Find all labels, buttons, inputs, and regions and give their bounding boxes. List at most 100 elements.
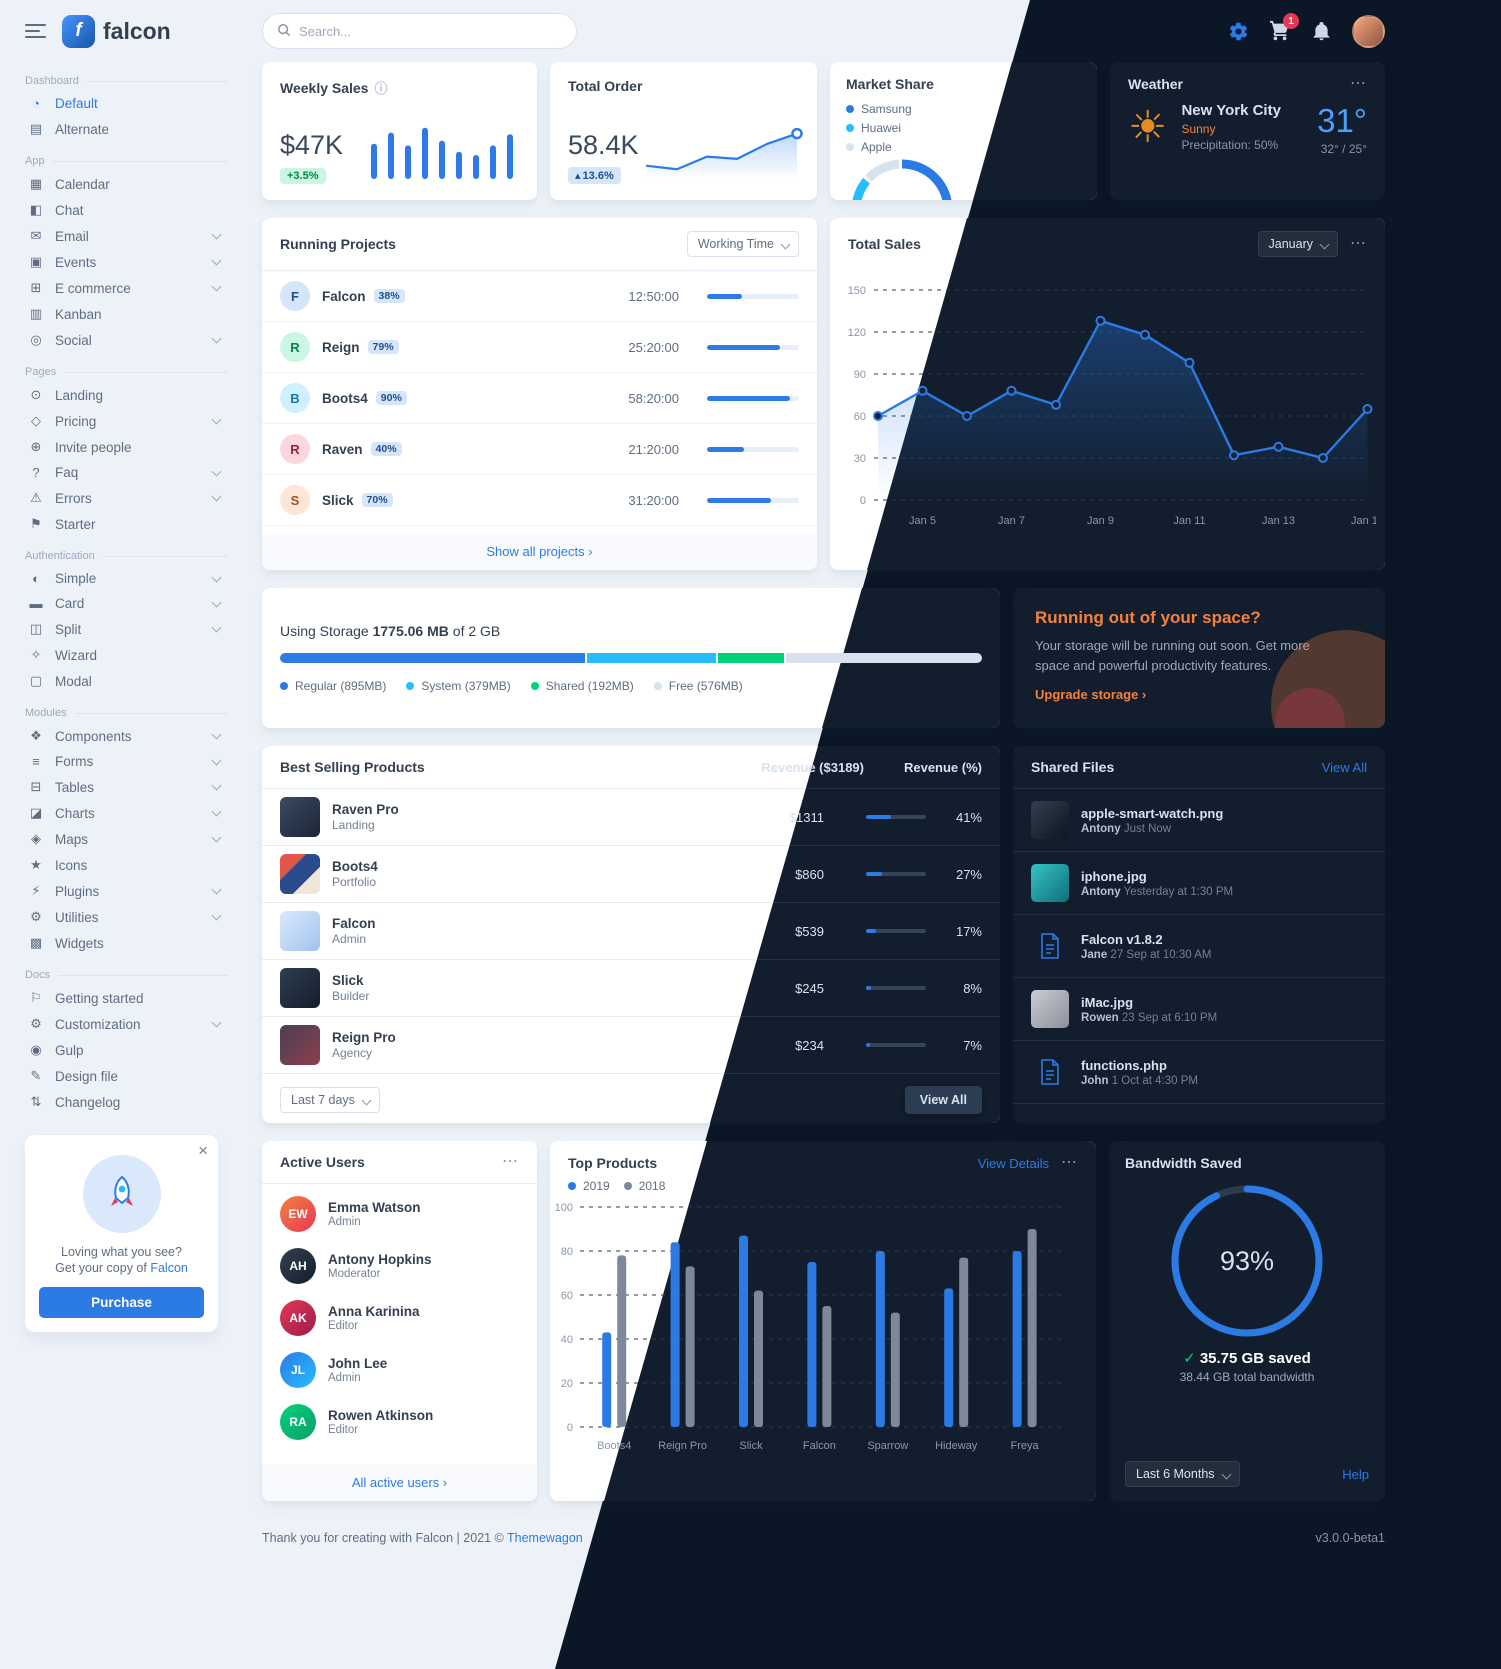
product-row: Reign Pro Agency $234 7% (262, 1017, 1000, 1074)
revenue-pct-column-header: Revenue (%) (903, 759, 982, 775)
project-name[interactable]: Raven 40% (322, 442, 402, 457)
info-icon[interactable]: ⓘ (374, 81, 388, 96)
bandwidth-percent: 93% (1219, 1245, 1275, 1276)
sidebar-item-chat[interactable]: ◧ Chat (25, 197, 228, 223)
view-details-link[interactable]: View Details (977, 1155, 1049, 1171)
cart-icon[interactable]: 1 (1269, 13, 1299, 42)
shared-files-view-all-link[interactable]: View All (1321, 759, 1367, 775)
month-dropdown[interactable]: January (1257, 231, 1338, 257)
user-name[interactable]: Emma Watson (328, 1200, 421, 1215)
sidebar-item-email[interactable]: ✉ Email (25, 223, 228, 249)
last-6-months-dropdown[interactable]: Last 6 Months (1125, 1461, 1240, 1487)
product-name[interactable]: Reign Pro (332, 1030, 396, 1045)
sidebar-item-tables[interactable]: ⊟ Tables (25, 774, 228, 800)
ellipsis-icon[interactable]: ⋯ (1350, 235, 1367, 252)
user-name[interactable]: Rowen Atkinson (328, 1408, 434, 1423)
sidebar-item-card[interactable]: ▬ Card (25, 591, 228, 616)
help-link[interactable]: Help (1342, 1466, 1369, 1482)
sidebar-nav: Dashboard ◔ Default ▤ Alternate App ▦ Calendar ◧… (25, 75, 228, 1115)
purchase-button[interactable]: Purchase (39, 1287, 204, 1318)
view-all-button[interactable]: View All (904, 1086, 982, 1114)
user-avatar: AH (280, 1248, 316, 1284)
sidebar-item-calendar[interactable]: ▦ Calendar (25, 171, 228, 197)
ellipsis-icon[interactable]: ⋯ (502, 1153, 519, 1170)
file-name[interactable]: apple-smart-watch.png (1081, 805, 1224, 821)
menu-toggle-icon[interactable] (25, 22, 46, 40)
sidebar-item-wizard[interactable]: ✧ Wizard (25, 642, 228, 668)
falcon-link[interactable]: Falcon (150, 1261, 188, 1275)
working-time-dropdown[interactable]: Working Time (686, 231, 799, 257)
file-name[interactable]: iphone.jpg (1081, 868, 1147, 884)
sidebar-item-widgets[interactable]: ▩ Widgets (25, 930, 228, 956)
best-selling-rows: Raven Pro Landing $1311 41% Boots4 Portfol… (262, 789, 1000, 1074)
ellipsis-icon[interactable]: ⋯ (1350, 75, 1367, 92)
sidebar-item-getting-started[interactable]: ⚐ Getting started (25, 985, 228, 1011)
sidebar-item-forms[interactable]: ≡ Forms (25, 749, 228, 774)
themewagon-link[interactable]: Themewagon (507, 1531, 583, 1545)
sidebar-item-gulp[interactable]: ◉ Gulp (25, 1037, 228, 1063)
sidebar-item-icons[interactable]: ★ Icons (25, 852, 228, 878)
product-name[interactable]: Falcon (332, 916, 376, 931)
product-name[interactable]: Boots4 (332, 859, 378, 874)
sidebar-item-customization[interactable]: ⚙ Customization (25, 1011, 228, 1037)
user-name[interactable]: John Lee (328, 1356, 388, 1371)
sidebar-item-starter[interactable]: ⚑ Starter (25, 511, 228, 537)
file-name[interactable]: Falcon v1.8.2 (1081, 931, 1163, 947)
sidebar-item-components[interactable]: ❖ Components (25, 723, 228, 749)
project-name[interactable]: Falcon 38% (322, 289, 405, 304)
file-name[interactable]: functions.php (1081, 1057, 1167, 1073)
svg-text:Jan 7: Jan 7 (998, 515, 1025, 527)
sidebar-item-alternate[interactable]: ▤ Alternate (25, 116, 228, 142)
upgrade-storage-link[interactable]: Upgrade storage › (1035, 687, 1147, 702)
weather-high-low: 32° / 25° (1320, 142, 1367, 156)
widgets-icon: ▩ (29, 935, 43, 950)
sidebar-item-pricing[interactable]: ◇ Pricing (25, 408, 228, 434)
user-name[interactable]: Anna Karinina (328, 1304, 420, 1319)
storage-legend: Regular (895MB) System (379MB) Shared (192… (280, 679, 982, 693)
project-name[interactable]: Slick 70% (322, 493, 393, 508)
sidebar-item-charts[interactable]: ◪ Charts (25, 800, 228, 826)
sidebar-item-changelog[interactable]: ⇅ Changelog (25, 1089, 228, 1115)
all-active-users-link[interactable]: All active users › (262, 1464, 537, 1501)
brand-name: falcon (103, 17, 171, 44)
svg-text:80: 80 (561, 1246, 573, 1258)
ellipsis-icon[interactable]: ⋯ (1061, 1154, 1078, 1171)
project-name[interactable]: Reign 79% (322, 340, 399, 355)
product-row: Slick Builder $245 8% (262, 960, 1000, 1017)
sidebar-item-landing[interactable]: ⊙ Landing (25, 382, 228, 408)
market-share-total: 26M (846, 154, 958, 200)
legend-item-2019[interactable]: 2019 (568, 1179, 610, 1193)
user-name[interactable]: Antony Hopkins (328, 1252, 432, 1267)
sidebar-item-default[interactable]: ◔ Default (25, 91, 228, 116)
settings-gear-icon[interactable] (1228, 21, 1249, 42)
close-icon[interactable]: × (198, 1141, 208, 1160)
sidebar-item-utilities[interactable]: ⚙ Utilities (25, 904, 228, 930)
user-avatar[interactable] (1352, 14, 1385, 48)
sidebar-item-maps[interactable]: ◈ Maps (25, 826, 228, 852)
market-share-legend-item: Huawei (846, 121, 1081, 135)
sidebar-item-events[interactable]: ▣ Events (25, 249, 228, 275)
project-name[interactable]: Boots4 90% (322, 391, 407, 406)
sidebar-item-split[interactable]: ◫ Split (25, 616, 228, 642)
file-name[interactable]: iMac.jpg (1081, 994, 1134, 1010)
sidebar-item-plugins[interactable]: ⚡ Plugins (25, 878, 228, 904)
last-7-days-dropdown[interactable]: Last 7 days (280, 1087, 380, 1113)
sidebar-item-social[interactable]: ◎ Social (25, 327, 228, 353)
project-time: 31:20:00 (628, 492, 679, 508)
sidebar-item-e-commerce[interactable]: ⊞ E commerce (25, 275, 228, 301)
product-name[interactable]: Raven Pro (332, 802, 399, 817)
sidebar-item-modal[interactable]: ▢ Modal (25, 668, 228, 694)
legend-item-2018[interactable]: 2018 (623, 1179, 665, 1193)
sidebar-item-errors[interactable]: ⚠ Errors (25, 485, 228, 511)
sidebar-item-design-file[interactable]: ✎ Design file (25, 1063, 228, 1089)
product-name[interactable]: Slick (332, 973, 364, 988)
sidebar-item-invite-people[interactable]: ⊕ Invite people (25, 434, 228, 460)
bandwidth-saved-card: Bandwidth Saved 93% ✓ 35.75 GB saved 38.4… (1109, 1141, 1385, 1501)
search-input[interactable] (299, 23, 562, 39)
sidebar-item-faq[interactable]: ? Faq (25, 460, 228, 485)
notifications-bell-icon[interactable] (1311, 21, 1332, 42)
show-all-projects-link[interactable]: Show all projects › (262, 533, 817, 570)
falcon-logo[interactable]: f falcon (62, 14, 171, 48)
sidebar-item-simple[interactable]: ◐ Simple (25, 566, 228, 591)
sidebar-item-kanban[interactable]: ▥ Kanban (25, 301, 228, 327)
